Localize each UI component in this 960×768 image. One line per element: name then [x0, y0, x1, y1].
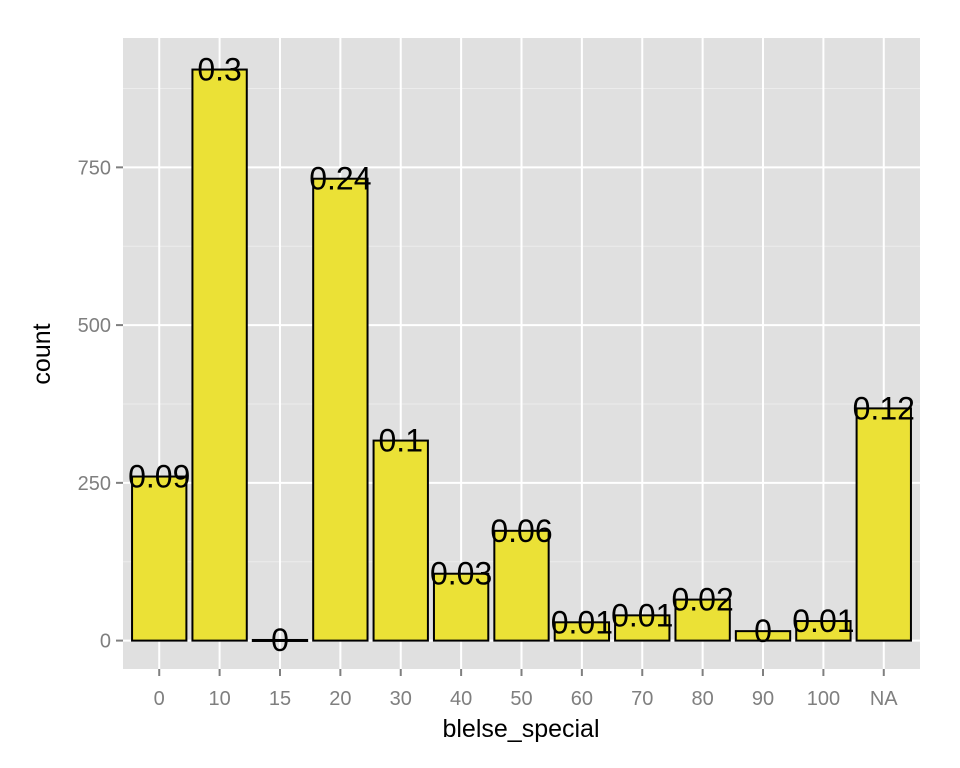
y-axis-title: count — [28, 323, 56, 384]
bar-40 — [432, 572, 490, 642]
y-tick-label: 250 — [78, 473, 111, 495]
bar-100 — [795, 620, 852, 642]
bar-20 — [312, 177, 369, 642]
bar-label: 0.01 — [551, 604, 613, 640]
bar-label: 0.09 — [128, 459, 190, 495]
x-tick-label: 80 — [692, 688, 714, 710]
bar-na — [855, 407, 912, 642]
bar-label: 0.02 — [671, 582, 733, 618]
x-tick-label: 60 — [571, 688, 593, 710]
bar-10 — [191, 68, 248, 642]
bar-90 — [734, 630, 792, 642]
bar-label: 0 — [754, 613, 772, 649]
x-tick-label: 90 — [752, 688, 774, 710]
bar-label: 0.3 — [197, 52, 241, 88]
y-axis: 0 250 500 750 — [78, 157, 123, 653]
bar-label: 0.06 — [490, 513, 552, 549]
x-axis: 0 10 15 20 30 40 50 60 70 80 90 100 NA — [154, 669, 898, 710]
x-axis-title: blelse_special — [442, 715, 599, 743]
y-tick-label: 0 — [100, 631, 111, 653]
bar-label: 0.01 — [611, 597, 673, 633]
bars — [131, 68, 912, 642]
bar-0 — [131, 475, 188, 642]
bar-80 — [674, 598, 731, 642]
bar-label: 0.12 — [853, 390, 915, 426]
x-tick-label: 0 — [154, 688, 165, 710]
x-tick-label: 15 — [269, 688, 291, 710]
x-tick-label: 20 — [329, 688, 351, 710]
x-tick-label: 30 — [390, 688, 412, 710]
bar-label: 0.03 — [430, 556, 492, 592]
bar-30 — [372, 439, 429, 642]
x-tick-label: 50 — [510, 688, 532, 710]
x-tick-label: 70 — [631, 688, 653, 710]
bar-60 — [553, 621, 611, 642]
bar-70 — [614, 614, 671, 642]
bar-label: 0 — [271, 622, 289, 658]
x-tick-label: 10 — [208, 688, 230, 710]
y-tick-label: 500 — [78, 315, 111, 337]
x-tick-label: 100 — [807, 688, 840, 710]
bar-15 — [251, 638, 309, 642]
bar-label: 0.24 — [309, 161, 371, 197]
bar-label: 0.1 — [379, 423, 423, 459]
bar-50 — [493, 529, 550, 642]
bar-value-labels: 0.090.300.240.10.030.060.010.010.020 0.01… — [128, 52, 915, 658]
x-tick-label: NA — [870, 688, 898, 710]
x-tick-label: 40 — [450, 688, 472, 710]
bar-label: 0.01 — [792, 603, 854, 639]
y-tick-label: 750 — [78, 157, 111, 179]
